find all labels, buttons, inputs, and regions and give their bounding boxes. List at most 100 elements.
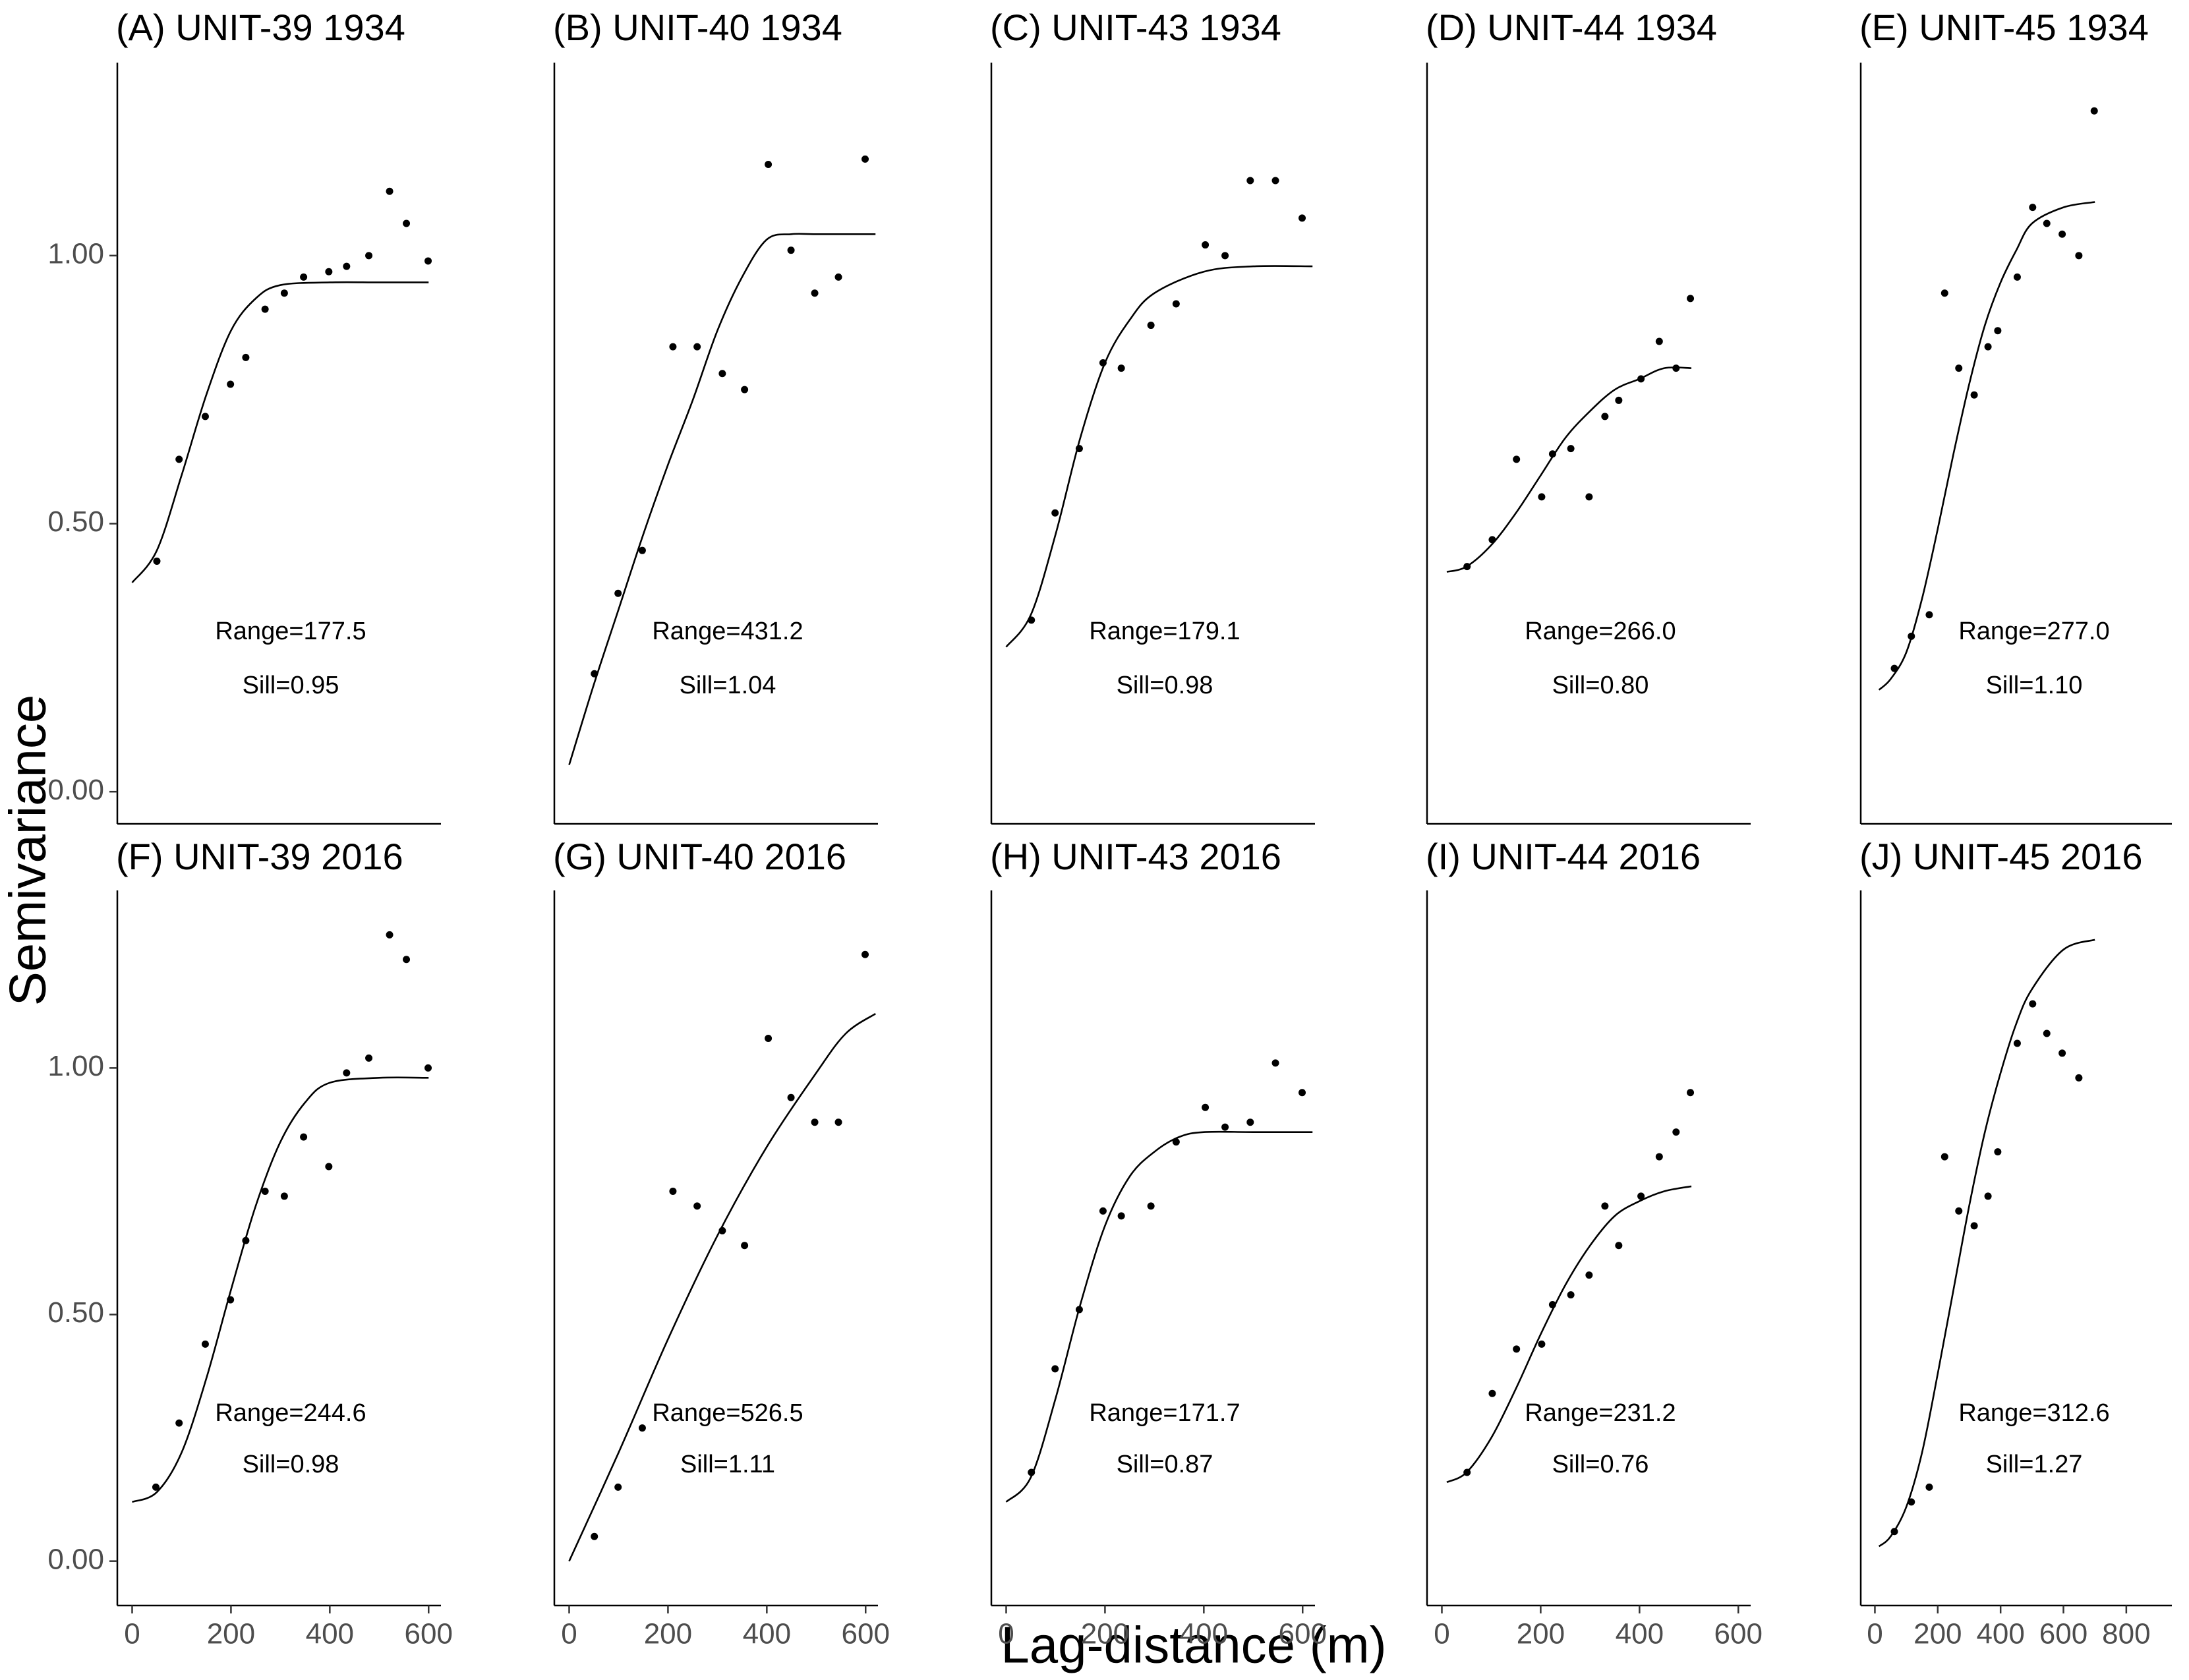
data-point (1488, 1389, 1496, 1397)
fit-curve (1005, 265, 1313, 648)
annotation: Range=277.0 (1958, 618, 2109, 645)
data-point (1513, 1345, 1521, 1353)
data-point (1637, 375, 1645, 383)
x-tick-label: 600 (2039, 1618, 2087, 1650)
data-point (638, 546, 646, 554)
data-point (242, 353, 250, 361)
data-point (1075, 445, 1083, 453)
data-point (1271, 177, 1279, 185)
panel-title: (I) UNIT-44 2016 (1426, 836, 1701, 877)
annotation: Sill=1.10 (1986, 672, 2083, 699)
annotation: Sill=1.27 (1986, 1451, 2083, 1478)
data-point (1984, 343, 1992, 351)
data-point (861, 155, 869, 163)
x-tick-label: 0 (561, 1618, 577, 1650)
x-tick-label: 600 (1714, 1618, 1763, 1650)
data-point (175, 1419, 183, 1427)
data-point (693, 1202, 701, 1210)
data-point (1941, 289, 1948, 297)
x-tick-label: 400 (306, 1618, 354, 1650)
data-point (1246, 1118, 1254, 1126)
data-point (669, 343, 677, 351)
data-point (834, 1118, 842, 1126)
panel-title: (G) UNIT-40 2016 (553, 836, 846, 877)
data-point (280, 289, 288, 297)
data-point (201, 1340, 209, 1348)
panel-title: (E) UNIT-45 1934 (1859, 7, 2149, 48)
x-tick-label: 0 (998, 1618, 1014, 1650)
annotation: Sill=0.98 (243, 1451, 339, 1478)
data-point (1117, 364, 1125, 372)
data-point (2043, 219, 2051, 227)
data-point (343, 1069, 351, 1077)
fit-curve (1446, 366, 1692, 573)
data-point (1172, 300, 1180, 308)
data-point (1925, 611, 1933, 619)
data-point (1585, 1271, 1593, 1279)
data-point (1687, 1089, 1695, 1097)
data-point (1299, 1089, 1306, 1097)
y-tick-label: 0.50 (47, 1296, 104, 1329)
y-tick-label: 0.50 (47, 506, 104, 538)
x-tick-label: 600 (405, 1618, 453, 1650)
data-point (325, 1163, 333, 1171)
fit-curve (568, 233, 876, 765)
data-point (741, 386, 749, 393)
data-point (1099, 359, 1107, 366)
panel-title: (C) UNIT-43 1934 (990, 7, 1281, 48)
data-point (227, 1296, 235, 1304)
data-point (614, 589, 622, 597)
data-point (2013, 1039, 2021, 1047)
data-point (1463, 563, 1471, 571)
data-point (1538, 1340, 1546, 1348)
y-axis-label: Semivariance (0, 695, 57, 1006)
y-tick-label: 1.00 (47, 237, 104, 270)
annotation: Range=231.2 (1525, 1399, 1676, 1427)
annotation: Sill=1.04 (680, 672, 776, 699)
data-point (1117, 1212, 1125, 1220)
annotation: Range=526.5 (652, 1399, 803, 1427)
data-point (403, 956, 411, 964)
data-point (1147, 1202, 1155, 1210)
data-point (2090, 107, 2098, 115)
data-point (1970, 1222, 1978, 1230)
data-point (718, 370, 726, 378)
data-point (1548, 450, 1556, 458)
fit-curve (568, 1012, 876, 1562)
x-tick-label: 400 (743, 1618, 791, 1650)
data-point (365, 252, 373, 260)
data-point (1099, 1207, 1107, 1215)
y-tick-label: 0.00 (47, 774, 104, 806)
data-point (1908, 1498, 1915, 1506)
data-point (1051, 509, 1059, 517)
data-point (1202, 241, 1210, 249)
data-point (1941, 1153, 1948, 1161)
data-point (2013, 273, 2021, 281)
data-point (1601, 1202, 1609, 1210)
panel-title: (F) UNIT-39 2016 (116, 836, 403, 877)
data-point (1585, 493, 1593, 501)
data-point (1955, 364, 1963, 372)
data-point (1221, 252, 1229, 260)
data-point (227, 380, 235, 388)
data-point (1463, 1468, 1471, 1476)
data-point (1672, 1128, 1680, 1136)
annotation: Range=266.0 (1525, 618, 1676, 645)
data-point (1994, 327, 2002, 335)
x-tick-label: 200 (644, 1618, 692, 1650)
data-point (1051, 1365, 1059, 1373)
panel-title: (B) UNIT-40 1934 (553, 7, 842, 48)
data-point (1615, 1242, 1623, 1250)
x-tick-label: 0 (124, 1618, 140, 1650)
data-point (1075, 1306, 1083, 1314)
fit-curve (132, 1076, 429, 1503)
data-point (1994, 1148, 2002, 1156)
x-tick-label: 400 (1180, 1618, 1228, 1650)
data-point (152, 1483, 160, 1491)
data-point (693, 343, 701, 351)
annotation: Sill=1.11 (680, 1451, 775, 1478)
x-tick-label: 0 (1434, 1618, 1449, 1650)
data-point (765, 161, 773, 169)
data-point (424, 1064, 432, 1072)
data-point (1271, 1059, 1279, 1067)
